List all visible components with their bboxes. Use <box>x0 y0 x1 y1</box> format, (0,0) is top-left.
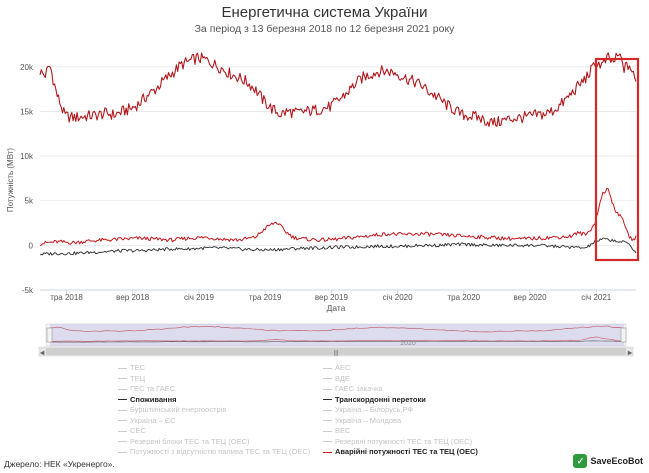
legend-item[interactable]: ГЕС та ГАЕС <box>118 384 175 394</box>
legend-swatch-icon <box>323 378 332 380</box>
legend-swatch-icon <box>118 420 127 422</box>
legend-item[interactable]: СЕС <box>118 426 146 436</box>
x-tick-label: тра 2018 <box>50 293 83 302</box>
legend-label: Транскордонні перетоки <box>335 394 426 404</box>
legend-label: Споживання <box>130 394 177 404</box>
legend-swatch-icon <box>323 451 332 453</box>
legend-label: Бурштинський енергоострів <box>130 405 227 414</box>
x-tick-label: тра 2019 <box>249 293 282 302</box>
source-note: Джерело: НЕК «Укренерго». <box>4 459 115 469</box>
x-tick-label: вер 2019 <box>315 293 349 302</box>
legend-swatch-icon <box>323 420 332 422</box>
scroll-thumb-grip-icon: ||| <box>334 351 339 357</box>
legend-label: ВЕС <box>335 426 351 435</box>
series-line-1 <box>39 52 637 127</box>
legend-swatch-icon <box>118 367 127 369</box>
legend-item[interactable]: Потужності з відсутністю палива ТЕС та Т… <box>118 447 310 457</box>
scroll-left-arrow-icon[interactable]: ◀ <box>40 351 45 357</box>
legend-label: АЕС <box>335 363 351 372</box>
legend-item[interactable]: Резервні блоки ТЕС та ТЕЦ (ОЕС) <box>118 437 250 447</box>
y-tick-label: 5k <box>25 197 34 206</box>
legend-swatch-icon <box>323 367 332 369</box>
navigator-year-label: 2020 <box>400 340 416 347</box>
legend-item[interactable]: Україна – Білорусь,РФ <box>323 405 413 415</box>
y-axis-label: Потужність (МВт) <box>6 148 15 213</box>
scroll-right-arrow-icon[interactable]: ▶ <box>628 351 633 357</box>
legend-item[interactable]: Резервні потужності ТЕС та ТЕЦ (ОЕС) <box>323 437 472 447</box>
legend-item[interactable]: Бурштинський енергоострів <box>118 405 226 415</box>
legend-swatch-icon <box>323 430 332 432</box>
leaf-icon: ✓ <box>573 454 588 468</box>
legend-item[interactable]: Транскордонні перетоки <box>323 395 426 405</box>
legend-label: Україна – Білорусь,РФ <box>335 405 414 414</box>
legend-label: Потужності з відсутністю палива ТЕС та Т… <box>130 447 311 456</box>
x-tick-label: тра 2020 <box>448 293 481 302</box>
legend-swatch-icon <box>323 399 332 401</box>
legend-item[interactable]: Аварійні потужності ТЕС та ТЕЦ (ОЕС) <box>323 447 478 457</box>
legend-swatch-icon <box>323 388 332 390</box>
navigator-series-3 <box>49 340 625 343</box>
legend-label: ТЕЦ <box>130 373 146 383</box>
legend-label: ГАЕС закачка <box>335 384 383 393</box>
navigator-handle-right[interactable] <box>620 327 627 343</box>
legend-label: Резервні потужності ТЕС та ТЕЦ (ОЕС) <box>335 436 473 446</box>
legend-item[interactable]: Україна – Молдова <box>323 416 401 426</box>
legend-item[interactable]: Україна – ЄС <box>118 416 176 426</box>
navigator-series-1 <box>50 325 625 333</box>
legend-swatch-icon <box>118 441 127 443</box>
y-tick-label: 20k <box>20 63 34 72</box>
legend-swatch-icon <box>118 409 127 411</box>
highlight-box <box>594 57 640 262</box>
legend-item[interactable]: ГАЕС закачка <box>323 384 383 394</box>
x-tick-label: січ 2021 <box>581 293 612 302</box>
legend-label: ВДЕ <box>335 373 350 383</box>
y-tick-label: 0 <box>29 241 34 250</box>
series-line-2 <box>39 187 637 246</box>
legend-label: Україна – ЄС <box>130 415 176 425</box>
legend-swatch-icon <box>118 378 127 380</box>
logo-text: SaveEcoBot <box>590 456 643 466</box>
legend-swatch-icon <box>118 451 127 453</box>
y-tick-label: 10k <box>20 152 34 161</box>
saveecobot-logo: ✓ SaveEcoBot <box>573 454 643 468</box>
legend-item[interactable]: ВДЕ <box>323 374 350 384</box>
navigator-handle-left[interactable] <box>46 327 53 343</box>
navigator-series-2 <box>49 336 625 342</box>
x-tick-label: січ 2020 <box>383 293 414 302</box>
navigator-selection[interactable] <box>50 324 624 346</box>
x-tick-label: січ 2019 <box>184 293 215 302</box>
legend-item[interactable]: Споживання <box>118 395 176 405</box>
x-tick-label: вер 2020 <box>514 293 548 302</box>
legend-label: ГЕС та ГАЕС <box>130 384 176 393</box>
legend-swatch-icon <box>118 430 127 432</box>
legend-swatch-icon <box>118 388 127 390</box>
legend-swatch-icon <box>323 441 332 443</box>
legend-label: Україна – Молдова <box>335 415 402 425</box>
legend-item[interactable]: ТЕС <box>118 363 145 373</box>
y-tick-label: -5k <box>22 286 34 295</box>
x-axis-label: Дата <box>327 303 346 313</box>
legend-label: ТЕС <box>130 363 145 372</box>
chart-subtitle: За період з 13 березня 2018 по 12 березн… <box>194 23 455 35</box>
y-tick-label: 15k <box>20 107 34 116</box>
series-line-3 <box>39 237 637 256</box>
legend-item[interactable]: АЕС <box>323 363 350 373</box>
legend-label: Аварійні потужності ТЕС та ТЕЦ (ОЕС) <box>335 447 478 456</box>
legend-item[interactable]: ТЕЦ <box>118 374 145 384</box>
range-navigator[interactable]: 2020 ||| ◀ ▶ <box>38 323 634 357</box>
legend-item[interactable]: ВЕС <box>323 426 350 436</box>
x-tick-label: вер 2018 <box>116 293 150 302</box>
chart-title: Енергетична система України <box>221 4 428 21</box>
legend-label: Резервні блоки ТЕС та ТЕЦ (ОЕС) <box>130 436 250 446</box>
legend-label: СЕС <box>130 426 146 435</box>
legend-swatch-icon <box>118 399 127 401</box>
navigator-scroll-thumb[interactable] <box>46 348 626 355</box>
legend-swatch-icon <box>323 409 332 411</box>
